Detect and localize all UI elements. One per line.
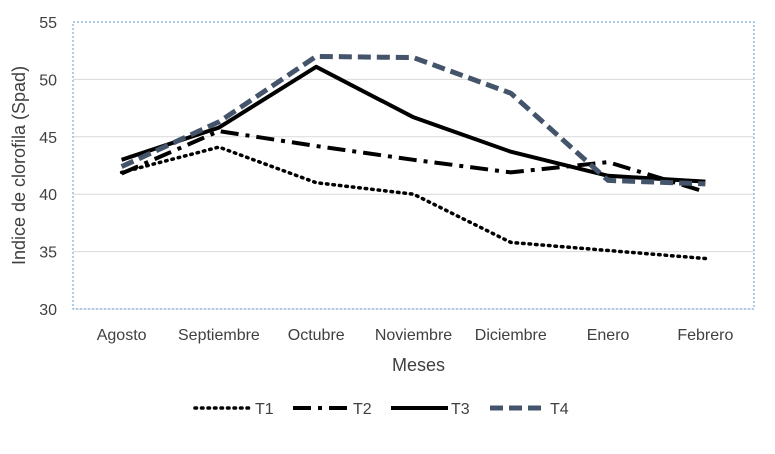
y-axis-label: Indice de clorofila (Spad) bbox=[9, 66, 29, 265]
legend-label-t2: T2 bbox=[353, 401, 372, 418]
x-tick-label: Febrero bbox=[677, 327, 733, 344]
series-lines bbox=[119, 53, 708, 261]
x-tick-label: Diciembre bbox=[475, 327, 547, 344]
x-axis-ticks: Agosto Septiembre Octubre Noviembre Diciembr… bbox=[97, 327, 734, 344]
series-line-t2 bbox=[120, 129, 706, 194]
x-tick-label: Noviembre bbox=[375, 327, 452, 344]
x-tick-label: Septiembre bbox=[178, 327, 260, 344]
x-tick-label: Octubre bbox=[288, 327, 345, 344]
series-line-t3 bbox=[120, 64, 706, 184]
legend-label-t1: T1 bbox=[255, 401, 274, 418]
y-tick-label: 45 bbox=[39, 130, 57, 147]
y-tick-label: 50 bbox=[39, 72, 57, 89]
x-tick-label: Agosto bbox=[97, 327, 147, 344]
y-tick-label: 55 bbox=[39, 15, 57, 32]
x-tick-label: Enero bbox=[587, 327, 630, 344]
legend: T1 T2 T3 T4 bbox=[193, 401, 569, 418]
y-axis-ticks: 30 35 40 45 50 55 bbox=[39, 15, 57, 319]
legend-label-t3: T3 bbox=[451, 401, 470, 418]
y-tick-label: 35 bbox=[39, 245, 57, 262]
y-tick-label: 30 bbox=[39, 302, 57, 319]
series-line-t1 bbox=[119, 145, 708, 261]
y-tick-label: 40 bbox=[39, 187, 57, 204]
series-line-t4 bbox=[120, 53, 706, 187]
x-axis-label: Meses bbox=[392, 355, 445, 375]
plot-area-frame bbox=[72, 21, 755, 310]
legend-label-t4: T4 bbox=[550, 401, 569, 418]
